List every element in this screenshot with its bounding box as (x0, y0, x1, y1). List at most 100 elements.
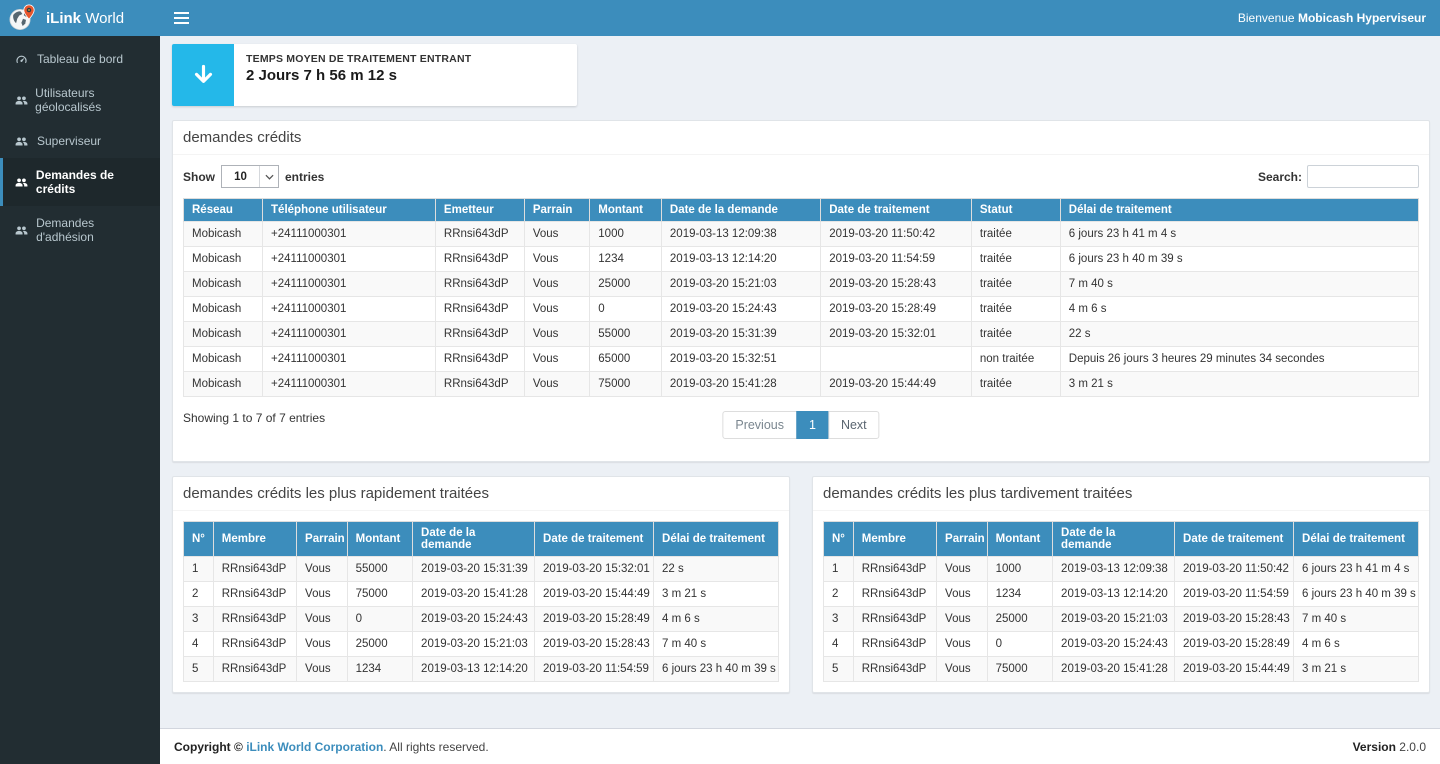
table-cell: 2019-03-20 15:44:49 (821, 372, 972, 397)
table-cell: 2019-03-20 15:21:03 (661, 272, 820, 297)
table-cell: 65000 (590, 347, 662, 372)
table-row: 1RRnsi643dPVous550002019-03-20 15:31:392… (184, 557, 779, 582)
table-cell: 2019-03-20 15:21:03 (413, 632, 535, 657)
table-cell: 1234 (987, 582, 1052, 607)
column-header-date-de-la-demande[interactable]: Date de la demande (661, 199, 820, 222)
table-row: 3RRnsi643dPVous250002019-03-20 15:21:032… (824, 607, 1419, 632)
table-cell: Vous (297, 607, 348, 632)
pagination: Previous 1 Next (722, 411, 879, 439)
table-cell: RRnsi643dP (853, 557, 936, 582)
table-cell: 4 (184, 632, 214, 657)
table-row: Mobicash+24111000301RRnsi643dPVous02019-… (184, 297, 1419, 322)
table-cell: 2019-03-20 15:28:43 (821, 272, 972, 297)
table-cell: RRnsi643dP (435, 297, 524, 322)
welcome-message: Bienvenue Mobicash Hyperviseur (1238, 11, 1440, 25)
column-header-montant[interactable]: Montant (590, 199, 662, 222)
table-cell: RRnsi643dP (435, 322, 524, 347)
table-cell: Vous (524, 272, 589, 297)
page-length-select[interactable]: 10 (221, 165, 279, 188)
table-cell: 2019-03-13 12:09:38 (661, 222, 820, 247)
search-input[interactable] (1307, 165, 1419, 188)
column-header-date-de-traitement[interactable]: Date de traitement (821, 199, 972, 222)
column-header-emetteur[interactable]: Emetteur (435, 199, 524, 222)
users-icon (15, 176, 29, 189)
table-row: Mobicash+24111000301RRnsi643dPVous123420… (184, 247, 1419, 272)
pagination-previous-button[interactable]: Previous (722, 411, 797, 439)
sidebar-item-demandes-de-credits[interactable]: Demandes de crédits (0, 158, 160, 206)
table-cell: 1234 (590, 247, 662, 272)
sidebar-item-superviseur[interactable]: Superviseur (0, 124, 160, 158)
table-cell: RRnsi643dP (213, 657, 296, 682)
table-cell: 2019-03-20 15:41:28 (661, 372, 820, 397)
table-cell: 2019-03-20 15:28:43 (1175, 607, 1294, 632)
table-cell: 6 jours 23 h 40 m 39 s (654, 657, 779, 682)
version-text: Version 2.0.0 (1353, 740, 1426, 754)
entries-label: entries (285, 170, 324, 184)
column-header-delai-de-traitement: Délai de traitement (1294, 522, 1419, 557)
table-cell: traitée (971, 222, 1060, 247)
column-header-reseau[interactable]: Réseau (184, 199, 263, 222)
table-cell: traitée (971, 322, 1060, 347)
sidebar-toggle-button[interactable] (160, 0, 202, 36)
table-cell: 2019-03-13 12:14:20 (1053, 582, 1175, 607)
sidebar-item-demandes-d-adhesion[interactable]: Demandes d'adhésion (0, 206, 160, 254)
table-cell: traitée (971, 272, 1060, 297)
table-cell: Vous (937, 557, 988, 582)
table-cell: 2019-03-13 12:14:20 (413, 657, 535, 682)
column-header-parrain[interactable]: Parrain (524, 199, 589, 222)
column-header-telephone-utilisateur[interactable]: Téléphone utilisateur (263, 199, 436, 222)
panel-title: demandes crédits (173, 121, 1429, 155)
table-row: 2RRnsi643dPVous750002019-03-20 15:41:282… (184, 582, 779, 607)
panel-title: demandes crédits les plus tardivement tr… (813, 477, 1429, 511)
column-header-statut[interactable]: Statut (971, 199, 1060, 222)
table-row: 5RRnsi643dPVous750002019-03-20 15:41:282… (824, 657, 1419, 682)
table-summary: Showing 1 to 7 of 7 entries (183, 411, 325, 425)
table-row: Mobicash+24111000301RRnsi643dPVous250002… (184, 272, 1419, 297)
slowest-processed-table: N°MembreParrainMontantDate de la demande… (823, 521, 1419, 682)
arrow-down-icon (172, 44, 234, 106)
table-cell: Mobicash (184, 297, 263, 322)
table-cell: 1 (824, 557, 854, 582)
table-cell: RRnsi643dP (853, 582, 936, 607)
table-cell: 4 (824, 632, 854, 657)
column-header-membre: Membre (213, 522, 296, 557)
table-cell: 3 m 21 s (654, 582, 779, 607)
column-header-delai-de-traitement[interactable]: Délai de traitement (1060, 199, 1418, 222)
table-cell: +24111000301 (263, 247, 436, 272)
sidebar-item-utilisateurs-geolocalises[interactable]: Utilisateurs géolocalisés (0, 76, 160, 124)
table-cell: 22 s (654, 557, 779, 582)
globe-pin-logo-icon (8, 3, 38, 33)
brand-logo[interactable]: iLink World (0, 0, 160, 36)
table-cell: +24111000301 (263, 347, 436, 372)
table-cell: 3 (184, 607, 214, 632)
chevron-down-icon (259, 166, 278, 187)
content: TEMPS MOYEN DE TRAITEMENT ENTRANT 2 Jour… (160, 36, 1440, 728)
column-header-n: N° (184, 522, 214, 557)
table-cell: 4 m 6 s (1294, 632, 1419, 657)
table-cell: 4 m 6 s (654, 607, 779, 632)
table-cell: 22 s (1060, 322, 1418, 347)
table-cell: 6 jours 23 h 40 m 39 s (1060, 247, 1418, 272)
sidebar: iLink World Tableau de bord Utilisateurs… (0, 0, 160, 764)
table-cell: 2019-03-20 15:32:01 (821, 322, 972, 347)
table-cell: 25000 (347, 632, 412, 657)
table-row: 3RRnsi643dPVous02019-03-20 15:24:432019-… (184, 607, 779, 632)
sidebar-item-label: Demandes d'adhésion (36, 216, 148, 244)
pagination-next-button[interactable]: Next (828, 411, 880, 439)
table-cell: 2 (184, 582, 214, 607)
sidebar-menu: Tableau de bord Utilisateurs géolocalisé… (0, 36, 160, 254)
users-icon (15, 135, 30, 148)
pagination-page-1-button[interactable]: 1 (796, 411, 829, 439)
table-cell: Vous (937, 582, 988, 607)
table-cell: 2019-03-20 15:32:01 (535, 557, 654, 582)
sidebar-item-tableau-de-bord[interactable]: Tableau de bord (0, 42, 160, 76)
company-link[interactable]: iLink World Corporation (246, 740, 383, 754)
table-cell: 2019-03-20 15:24:43 (413, 607, 535, 632)
table-cell: Mobicash (184, 347, 263, 372)
table-cell: Mobicash (184, 247, 263, 272)
table-header-row: N°MembreParrainMontantDate de la demande… (824, 522, 1419, 557)
main-area: Bienvenue Mobicash Hyperviseur TEMPS MOY… (160, 0, 1440, 764)
table-cell: 75000 (347, 582, 412, 607)
avg-processing-time-card: TEMPS MOYEN DE TRAITEMENT ENTRANT 2 Jour… (172, 44, 577, 106)
dashboard-icon (15, 53, 30, 66)
